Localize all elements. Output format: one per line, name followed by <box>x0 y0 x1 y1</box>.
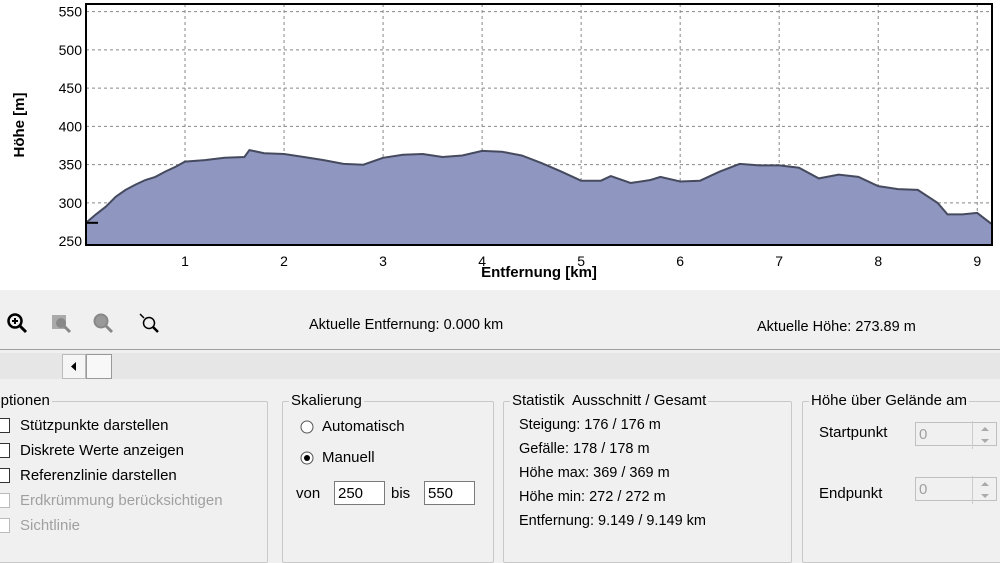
checkbox[interactable] <box>0 468 10 483</box>
from-input[interactable]: 250 <box>334 481 385 505</box>
from-label: von <box>296 485 321 502</box>
zoom-in-button[interactable] <box>6 312 28 334</box>
x-tick-label: 6 <box>676 253 684 269</box>
checkbox[interactable] <box>0 418 10 433</box>
scrollbar[interactable] <box>0 353 1000 379</box>
end-input[interactable]: 0 <box>915 477 997 501</box>
y-tick-label: 500 <box>59 42 83 58</box>
stat-line: Steigung: 176 / 176 m <box>519 417 661 433</box>
stat-line: Entfernung: 9.149 / 9.149 km <box>519 513 707 529</box>
x-tick-label: 2 <box>280 253 288 269</box>
plot-frame <box>85 3 993 246</box>
y-tick-label: 400 <box>59 118 83 134</box>
terrain-group: Höhe über Gelände am Startpunkt 0 Endpun… <box>802 392 1000 563</box>
checkbox-label: Referenzlinie darstellen <box>20 467 177 484</box>
to-input[interactable]: 550 <box>424 481 475 505</box>
stat-line: Höhe min: 272 / 272 m <box>519 489 666 505</box>
group-title: Skalierung <box>289 392 364 409</box>
x-tick-label: 4 <box>478 253 486 269</box>
end-label: Endpunkt <box>819 485 883 502</box>
current-distance: Aktuelle Entfernung: 0.000 km <box>309 317 504 333</box>
x-tick-label: 8 <box>874 253 882 269</box>
divider <box>0 349 1000 350</box>
scroll-left-button[interactable] <box>62 354 86 379</box>
checkbox[interactable] <box>0 443 10 458</box>
radio-label: Automatisch <box>322 418 405 435</box>
x-tick-label: 7 <box>775 253 783 269</box>
start-label: Startpunkt <box>819 424 888 441</box>
checkbox[interactable] <box>0 518 10 533</box>
y-tick-label: 250 <box>59 233 83 249</box>
spinner[interactable] <box>972 476 997 504</box>
radio-auto[interactable] <box>299 419 315 435</box>
y-tick-label: 350 <box>59 157 83 173</box>
checkbox[interactable] <box>0 493 10 508</box>
y-tick-label: 300 <box>59 195 83 211</box>
stat-line: Gefälle: 178 / 178 m <box>519 441 650 457</box>
group-title: Statistik Ausschnitt / Gesamt <box>510 392 709 409</box>
y-axis-label: Höhe [m] <box>11 93 28 158</box>
x-tick-label: 1 <box>181 253 189 269</box>
elevation-chart: Höhe [m] Entfernung [km] 250300350400450… <box>0 0 1000 290</box>
spinner[interactable] <box>972 421 997 449</box>
start-input[interactable]: 0 <box>915 422 997 446</box>
scaling-group: Skalierung Automatisch Manuell von 250 b… <box>282 392 494 563</box>
stat-line: Höhe max: 369 / 369 m <box>519 465 670 481</box>
group-title: Optionen <box>0 392 52 409</box>
checkbox-label: Diskrete Werte anzeigen <box>20 442 184 459</box>
x-tick-label: 9 <box>973 253 981 269</box>
to-label: bis <box>391 485 411 502</box>
zoom-area-button[interactable] <box>50 312 72 334</box>
checkbox-label: Erdkrümmung berücksichtigen <box>20 492 223 509</box>
checkbox-label: Stützpunkte darstellen <box>20 417 169 434</box>
x-tick-label: 3 <box>379 253 387 269</box>
zoom-out-button[interactable] <box>92 312 114 334</box>
x-tick-label: 5 <box>577 253 585 269</box>
radio-manual[interactable] <box>299 450 315 466</box>
elevation-line <box>85 148 993 226</box>
current-height: Aktuelle Höhe: 273.89 m <box>757 319 916 335</box>
y-tick-label: 450 <box>59 80 83 96</box>
x-axis-label: Entfernung [km] <box>481 264 597 281</box>
zoom-reset-button[interactable] <box>138 312 160 334</box>
elevation-area <box>86 150 992 245</box>
y-tick-label: 550 <box>59 4 83 20</box>
scroll-thumb[interactable] <box>86 354 112 379</box>
radio-label: Manuell <box>322 449 375 466</box>
group-title: Höhe über Gelände am <box>809 392 969 409</box>
checkbox-label: Sichtlinie <box>20 517 81 534</box>
